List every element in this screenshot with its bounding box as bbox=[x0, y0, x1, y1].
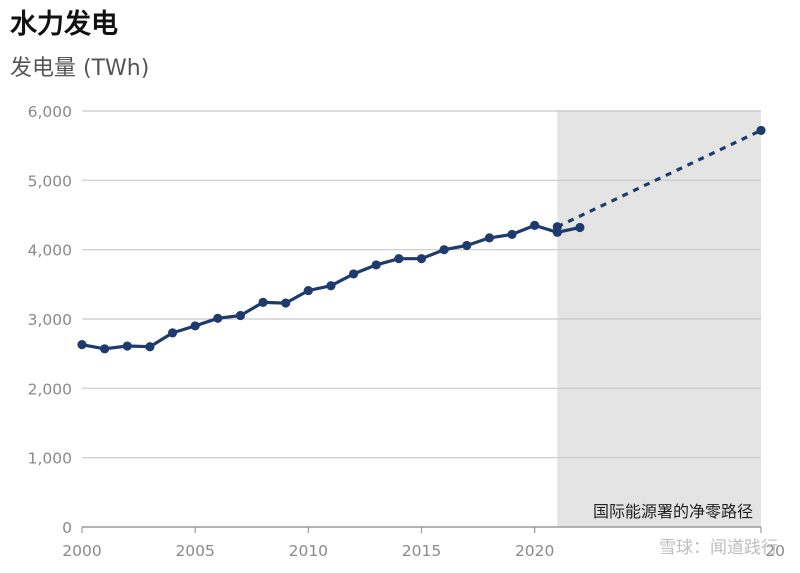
data-point bbox=[462, 240, 472, 251]
y-gridlines bbox=[82, 110, 761, 528]
y-tick-label: 3,000 bbox=[28, 311, 72, 329]
data-point bbox=[756, 125, 766, 136]
x-axis: 2000 2005 2010 2015 2020 20 bbox=[62, 527, 785, 560]
y-tick-label: 4,000 bbox=[28, 242, 72, 260]
data-point bbox=[303, 285, 313, 296]
data-point bbox=[530, 220, 540, 230]
y-tick-label: 2,000 bbox=[28, 380, 72, 398]
data-point bbox=[77, 340, 87, 350]
watermark: 雪球：闻道践行 bbox=[659, 538, 778, 558]
y-tick-label: 1,000 bbox=[28, 450, 72, 468]
data-point bbox=[349, 269, 359, 279]
series-group bbox=[77, 125, 766, 354]
data-point bbox=[190, 321, 200, 331]
y-tick-labels: 0 1,000 2,000 3,000 4,000 5,000 6,000 bbox=[28, 103, 72, 537]
data-point bbox=[507, 229, 517, 240]
data-point bbox=[326, 281, 336, 291]
data-point bbox=[552, 222, 562, 232]
data-point bbox=[484, 233, 494, 243]
y-tick-label: 0 bbox=[62, 519, 72, 537]
data-point bbox=[575, 222, 585, 233]
data-point bbox=[122, 341, 132, 351]
chart-subtitle: 发电量 (TWh) bbox=[10, 56, 150, 81]
x-tick-label: 2005 bbox=[175, 542, 214, 560]
x-tick-label: 2000 bbox=[62, 542, 101, 560]
data-point bbox=[258, 297, 268, 307]
data-point bbox=[167, 328, 178, 338]
data-point bbox=[371, 260, 381, 270]
data-point bbox=[213, 313, 223, 323]
y-tick-label: 6,000 bbox=[28, 103, 72, 121]
projection-line bbox=[556, 128, 762, 229]
data-point bbox=[416, 254, 427, 264]
data-point bbox=[281, 298, 291, 308]
data-point bbox=[235, 310, 246, 321]
x-tick-label-partial: 20 bbox=[765, 542, 785, 560]
data-point bbox=[394, 254, 404, 264]
y-tick-label: 5,000 bbox=[28, 172, 72, 190]
net-zero-label: 国际能源署的净零路径 bbox=[593, 502, 753, 521]
x-tick-label: 2020 bbox=[515, 542, 554, 560]
data-point bbox=[145, 342, 155, 352]
data-point bbox=[439, 245, 449, 255]
x-tick-label: 2010 bbox=[289, 542, 328, 560]
x-tick-label: 2015 bbox=[402, 542, 441, 560]
data-point bbox=[100, 344, 110, 354]
chart-title: 水力发电 bbox=[10, 9, 118, 40]
